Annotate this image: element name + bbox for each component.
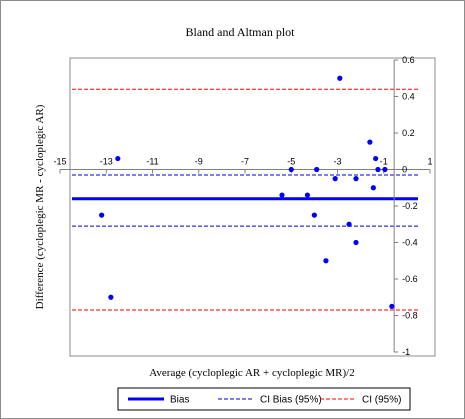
data-point <box>99 212 105 218</box>
y-axis-title: Difference (cycloplegic MR - cycloplegic… <box>34 104 46 309</box>
y-tick-label: 0.6 <box>402 55 415 65</box>
x-tick-label: -7 <box>241 157 249 167</box>
data-point <box>323 258 329 264</box>
legend-label: CI (95%) <box>362 395 401 406</box>
data-point <box>370 185 376 191</box>
legend: Bias CI Bias (95%) CI (95%) <box>128 395 401 406</box>
data-point <box>375 166 381 173</box>
data-point <box>337 75 343 81</box>
data-points <box>99 75 395 309</box>
data-point <box>353 239 359 246</box>
legend-box <box>117 387 411 411</box>
x-tick-label: -11 <box>146 157 158 167</box>
x-tick-label: -9 <box>195 157 203 167</box>
x-tick-label: 1 <box>427 157 432 167</box>
data-point <box>311 212 317 218</box>
y-tick-label: -0.2 <box>402 201 418 211</box>
x-axis-title: Average (cycloplegic AR + cycloplegic MR… <box>149 367 354 379</box>
y-tick-label: -0.6 <box>402 274 418 284</box>
legend-label: Bias <box>170 395 189 406</box>
data-point <box>367 139 373 145</box>
x-tick-label: -3 <box>333 157 341 167</box>
y-tick-label: 0 <box>402 165 407 175</box>
data-point <box>279 192 285 198</box>
legend-label: CI Bias (95%) <box>260 395 322 406</box>
x-tick-label: -15 <box>53 157 66 167</box>
y-tick-label: -1 <box>402 347 410 357</box>
plot-area-border <box>69 57 436 357</box>
reference-lines <box>72 88 418 311</box>
y-tick-label: 0.2 <box>402 128 415 138</box>
data-point <box>115 155 121 162</box>
data-point <box>346 221 352 227</box>
axes: -15 -13 -11 -9 -7 -5 -3 -1 10.60.40.20-0.2-0.4-0… <box>53 55 432 357</box>
data-point <box>314 166 320 173</box>
data-point <box>389 303 395 309</box>
chart-title: Bland and Altman plot <box>186 25 296 39</box>
data-point <box>108 294 114 300</box>
data-point <box>332 176 338 182</box>
data-point <box>373 155 379 162</box>
y-tick-label: 0.4 <box>402 92 415 102</box>
data-point <box>382 166 388 173</box>
y-tick-label: -0.4 <box>402 238 418 248</box>
data-point <box>304 192 311 198</box>
y-tick-label: -0.8 <box>402 311 418 321</box>
data-point <box>288 166 294 173</box>
data-point <box>353 176 359 182</box>
x-tick-label: -5 <box>287 157 295 167</box>
x-tick-label: -1 <box>380 157 388 167</box>
x-tick-label: -13 <box>100 157 113 167</box>
